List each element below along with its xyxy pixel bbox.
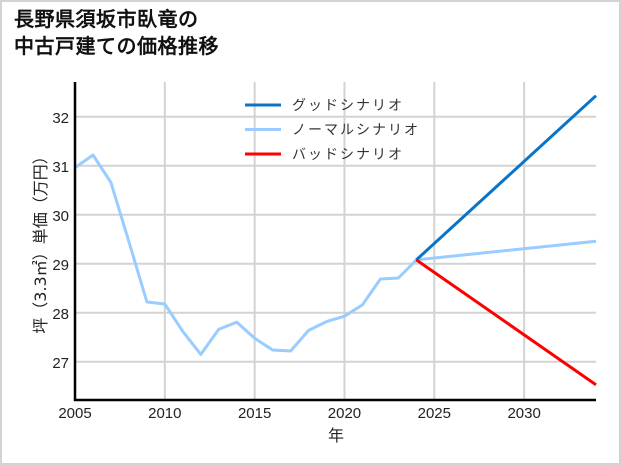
legend-label-good: グッドシナリオ xyxy=(292,98,404,114)
x-tick-label: 2015 xyxy=(238,405,271,422)
chart-title-line2: 中古戸建ての価格推移 xyxy=(14,34,219,58)
x-axis-label: 年 xyxy=(328,426,344,445)
y-tick-label: 27 xyxy=(52,355,69,372)
x-tick-label: 2025 xyxy=(418,405,451,422)
x-tick-label: 2010 xyxy=(148,405,181,422)
y-tick-label: 32 xyxy=(52,110,69,127)
y-tick-label: 28 xyxy=(52,306,69,323)
x-tick-label: 2005 xyxy=(58,405,91,422)
data-series xyxy=(74,94,598,387)
y-axis-label: 坪（3.3㎡）単価（万円） xyxy=(31,148,50,333)
y-tick-label: 29 xyxy=(52,257,69,274)
axes xyxy=(73,82,596,402)
legend-label-bad: バッドシナリオ xyxy=(292,147,404,163)
series-line-good xyxy=(415,94,598,262)
legend-label-normal: ノーマルシナリオ xyxy=(292,123,420,139)
x-tick-label: 2030 xyxy=(507,405,540,422)
y-tick-label: 30 xyxy=(52,208,69,225)
series-line-bad xyxy=(415,258,597,387)
chart-title-line1: 長野県須坂市臥竜の xyxy=(14,7,199,31)
y-tick-label: 31 xyxy=(52,159,69,176)
chart-title: 長野県須坂市臥竜の 中古戸建ての価格推移 xyxy=(14,6,219,60)
series-line-normal xyxy=(74,153,597,356)
tick-labels: 2005 2010 2015 2020 2025 2030 27 28 29 30 31 32 xyxy=(52,110,541,422)
x-tick-label: 2020 xyxy=(328,405,361,422)
